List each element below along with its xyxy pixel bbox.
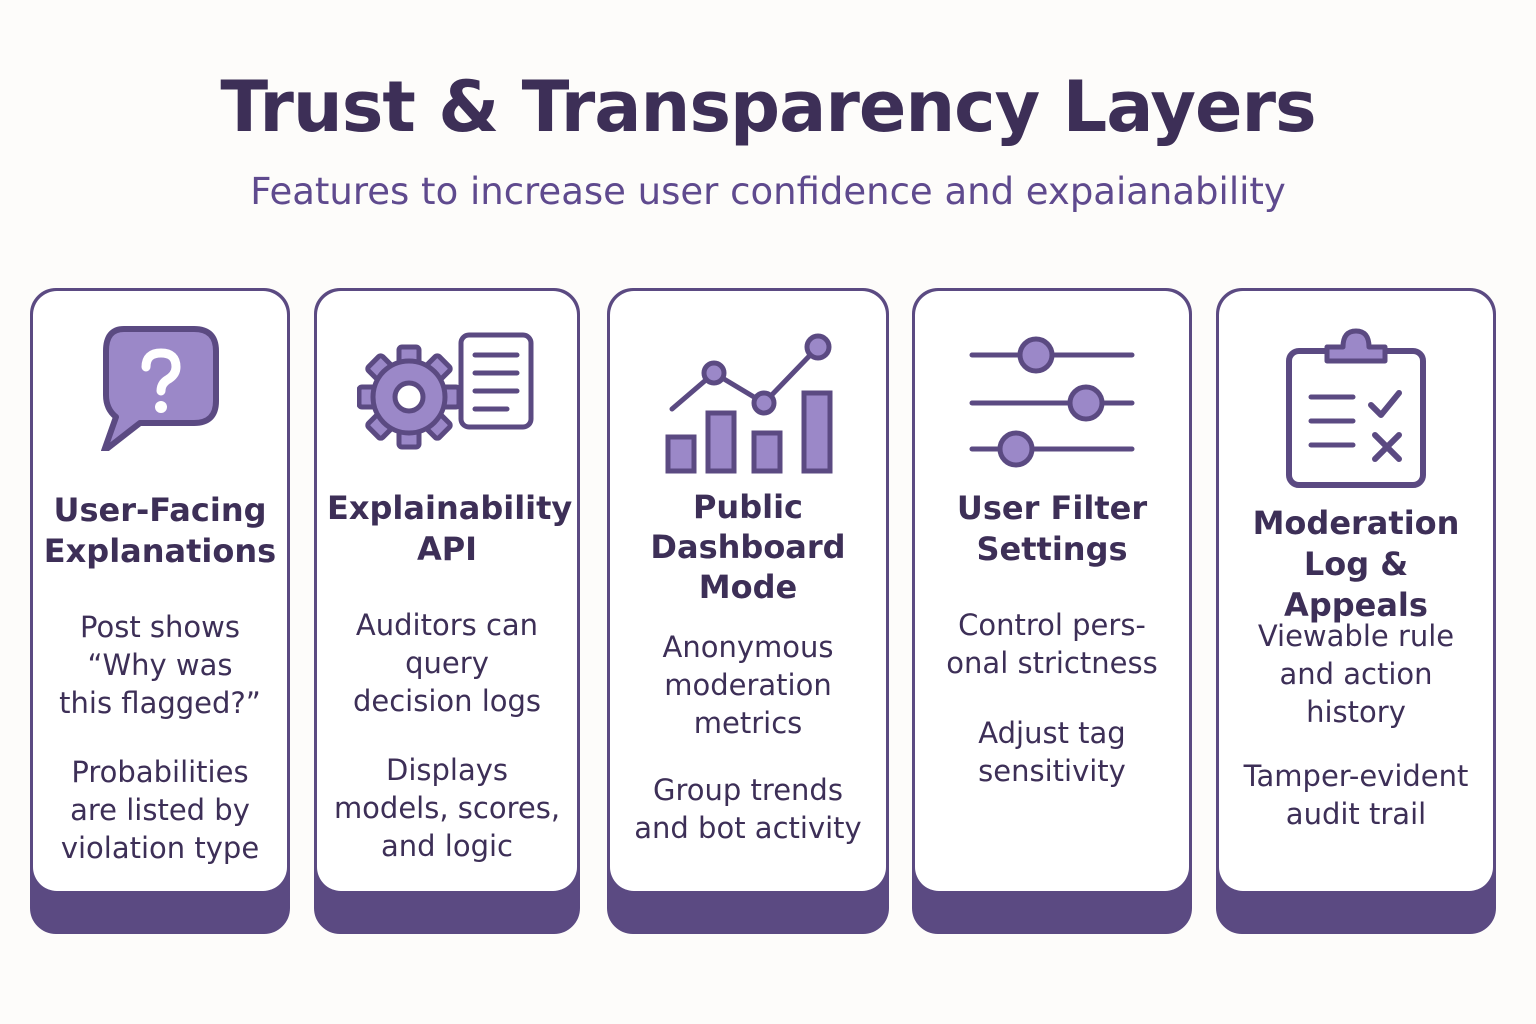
card-point-1: Post shows “Why was this flagged?” — [59, 610, 261, 720]
card-explainability-api: Explainability API Auditors can query de… — [314, 288, 580, 934]
card-title: User-Facing Explanations — [43, 491, 277, 570]
card-point-1: Auditors can query decision logs — [352, 608, 542, 718]
card-point-1: Viewable rule and action history — [1257, 619, 1455, 729]
card-moderation-log-appeals: Moderation Log & Appeals Viewable rule a… — [1216, 288, 1496, 934]
card-title: Moderation Log & Appeals — [1252, 504, 1460, 624]
card-body: Moderation Log & Appeals Viewable rule a… — [1219, 291, 1493, 891]
card-user-facing-explanations: User-Facing Explanations Post shows “Why… — [30, 288, 290, 934]
filter-sliders-icon — [969, 336, 1135, 468]
card-point-2: Tamper-evident audit trail — [1243, 759, 1469, 831]
card-body: User Filter Settings Control pers- onal … — [915, 291, 1189, 891]
bar-line-chart-icon — [665, 333, 833, 474]
card-body: User-Facing Explanations Post shows “Why… — [33, 291, 287, 891]
gear-document-icon — [357, 332, 534, 450]
question-speech-bubble-icon — [101, 326, 219, 451]
page-subtitle: Features to increase user confidence and… — [250, 170, 1286, 213]
clipboard-checklist-icon — [1286, 328, 1426, 488]
card-point-2: Probabilities are listed by violation ty… — [60, 755, 260, 865]
card-body: Explainability API Auditors can query de… — [317, 291, 577, 891]
card-body: Public Dashboard Mode Anonymous moderati… — [610, 291, 886, 891]
card-point-1: Control pers- onal strictness — [946, 608, 1158, 680]
card-public-dashboard-mode: Public Dashboard Mode Anonymous moderati… — [607, 288, 889, 934]
card-title: Public Dashboard Mode — [650, 488, 846, 606]
card-title: User Filter Settings — [956, 489, 1148, 568]
card-point-1: Anonymous moderation metrics — [662, 630, 834, 740]
card-user-filter-settings: User Filter Settings Control pers- onal … — [912, 288, 1192, 934]
card-title: Explainability API — [327, 489, 573, 568]
card-point-2: Group trends and bot activity — [634, 773, 862, 845]
card-point-2: Adjust tag sensitivity — [978, 716, 1126, 788]
card-point-2: Displays models, scores, and logic — [333, 753, 561, 863]
page-title: Trust & Transparency Layers — [220, 66, 1316, 148]
